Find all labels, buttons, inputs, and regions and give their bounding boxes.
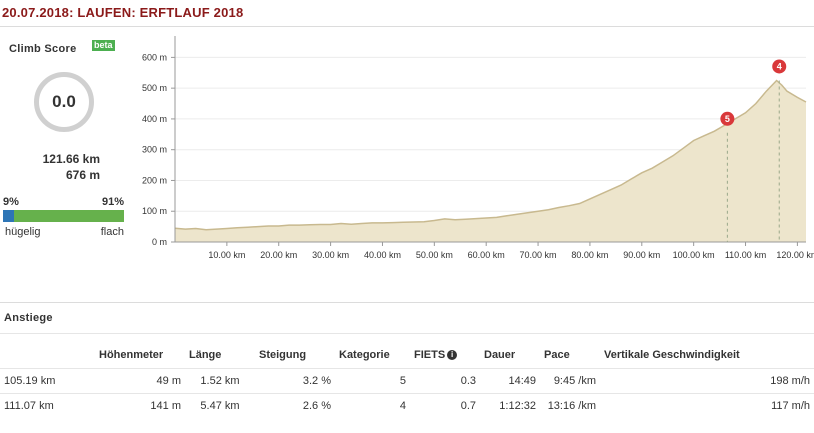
y-tick-label: 300 m (142, 145, 167, 155)
section-divider (0, 333, 814, 334)
hilly-percent: 9% (3, 196, 19, 208)
y-tick-label: 500 m (142, 83, 167, 93)
climbs-section-title: Anstiege (4, 312, 53, 324)
cell-fiets: 0.7 (410, 392, 480, 418)
activity-title: 20.07.2018: LAUFEN: ERFTLAUF 2018 (2, 5, 244, 20)
col-header-fiets[interactable]: FIETS i (410, 342, 480, 368)
y-tick-label: 200 m (142, 175, 167, 185)
x-tick-label: 40.00 km (364, 250, 401, 260)
climb-marker-label: 5 (725, 114, 730, 124)
cell-category: 4 (335, 392, 410, 418)
cell-duration: 1:12:32 (480, 392, 540, 418)
header-bar: 20.07.2018: LAUFEN: ERFTLAUF 2018 (0, 0, 814, 27)
climb-marker-label: 4 (777, 61, 782, 71)
cell-gradient: 3.2 % (255, 367, 335, 393)
col-header-length[interactable]: Länge (189, 348, 222, 361)
x-tick-label: 90.00 km (623, 250, 660, 260)
cell-category: 5 (335, 367, 410, 393)
table-row[interactable]: 105.19 km 49 m 1.52 km 3.2 % 5 0.3 14:49… (0, 367, 814, 393)
cell-pace: 13:16 /km (540, 392, 600, 418)
cell-elevation: 49 m (95, 367, 185, 393)
climbs-table-header: Höhenmeter Länge Steigung Kategorie FIET… (0, 342, 814, 368)
x-tick-label: 20.00 km (260, 250, 297, 260)
col-header-duration[interactable]: Dauer (484, 348, 516, 361)
x-tick-label: 100.00 km (673, 250, 715, 260)
section-divider (0, 302, 814, 303)
col-header-gradient[interactable]: Steigung (259, 348, 307, 361)
cell-pace: 9:45 /km (540, 367, 600, 393)
cell-fiets: 0.3 (410, 367, 480, 393)
elevation-line (174, 79, 807, 231)
y-tick-label: 600 m (142, 52, 167, 62)
col-header-pace[interactable]: Pace (544, 348, 570, 361)
y-tick-label: 400 m (142, 114, 167, 124)
total-elevation: 676 m (65, 168, 100, 182)
x-tick-label: 120.00 km (776, 250, 814, 260)
cell-gradient: 2.6 % (255, 392, 335, 418)
info-icon[interactable]: i (447, 349, 458, 360)
x-tick-label: 10.00 km (208, 250, 245, 260)
x-tick-label: 30.00 km (312, 250, 349, 260)
climb-marker-pin (720, 111, 735, 126)
x-tick-label: 110.00 km (725, 250, 766, 260)
x-tick-label: 80.00 km (571, 250, 608, 260)
hilly-bar-segment (3, 210, 14, 222)
climbs-table: Höhenmeter Länge Steigung Kategorie FIET… (0, 342, 814, 418)
climb-score-panel: Climb Score beta 0.0 121.66 km 676 m 9% … (0, 28, 130, 268)
climb-score-value: 0.0 (52, 92, 76, 111)
y-tick-label: 100 m (142, 206, 167, 216)
flat-percent: 91% (101, 196, 124, 208)
beta-badge: beta (92, 40, 115, 51)
x-tick-label: 70.00 km (520, 250, 557, 260)
x-tick-label: 60.00 km (468, 250, 505, 260)
y-tick-label: 0 m (152, 237, 167, 247)
elevation-chart[interactable]: 0 m 100 m 200 m 300 m 400 m 500 m 600 m 10.00 k… (130, 28, 814, 278)
cell-duration: 14:49 (480, 367, 540, 393)
climb-marker-pin (772, 59, 787, 74)
col-header-elevation[interactable]: Höhenmeter (99, 348, 164, 361)
table-row[interactable]: 111.07 km 141 m 5.47 km 2.6 % 4 0.7 1:12… (0, 392, 814, 418)
climb-score-label: Climb Score (9, 43, 77, 55)
cell-start: 105.19 km (0, 367, 95, 393)
col-header-category[interactable]: Kategorie (339, 348, 390, 361)
terrain-ratio-bar (3, 210, 124, 222)
fiets-label: FIETS (414, 348, 446, 361)
cell-elevation: 141 m (95, 392, 185, 418)
elevation-area (175, 80, 806, 242)
cell-start: 111.07 km (0, 392, 95, 418)
cell-length: 1.52 km (185, 367, 255, 393)
col-header-start (0, 342, 95, 368)
cell-length: 5.47 km (185, 392, 255, 418)
x-tick-label: 50.00 km (416, 250, 453, 260)
cell-vertical-speed: 198 m/h (600, 367, 814, 393)
total-distance: 121.66 km (42, 152, 100, 166)
cell-vertical-speed: 117 m/h (600, 392, 814, 418)
elevation-chart-svg[interactable]: 0 m 100 m 200 m 300 m 400 m 500 m 600 m 10.00 k… (130, 28, 814, 278)
score-ring (34, 72, 94, 132)
col-header-vertical-speed[interactable]: Vertikale Geschwindigkeit (604, 348, 740, 361)
flat-label: flach (100, 226, 124, 238)
hilly-label: hügelig (5, 226, 41, 238)
